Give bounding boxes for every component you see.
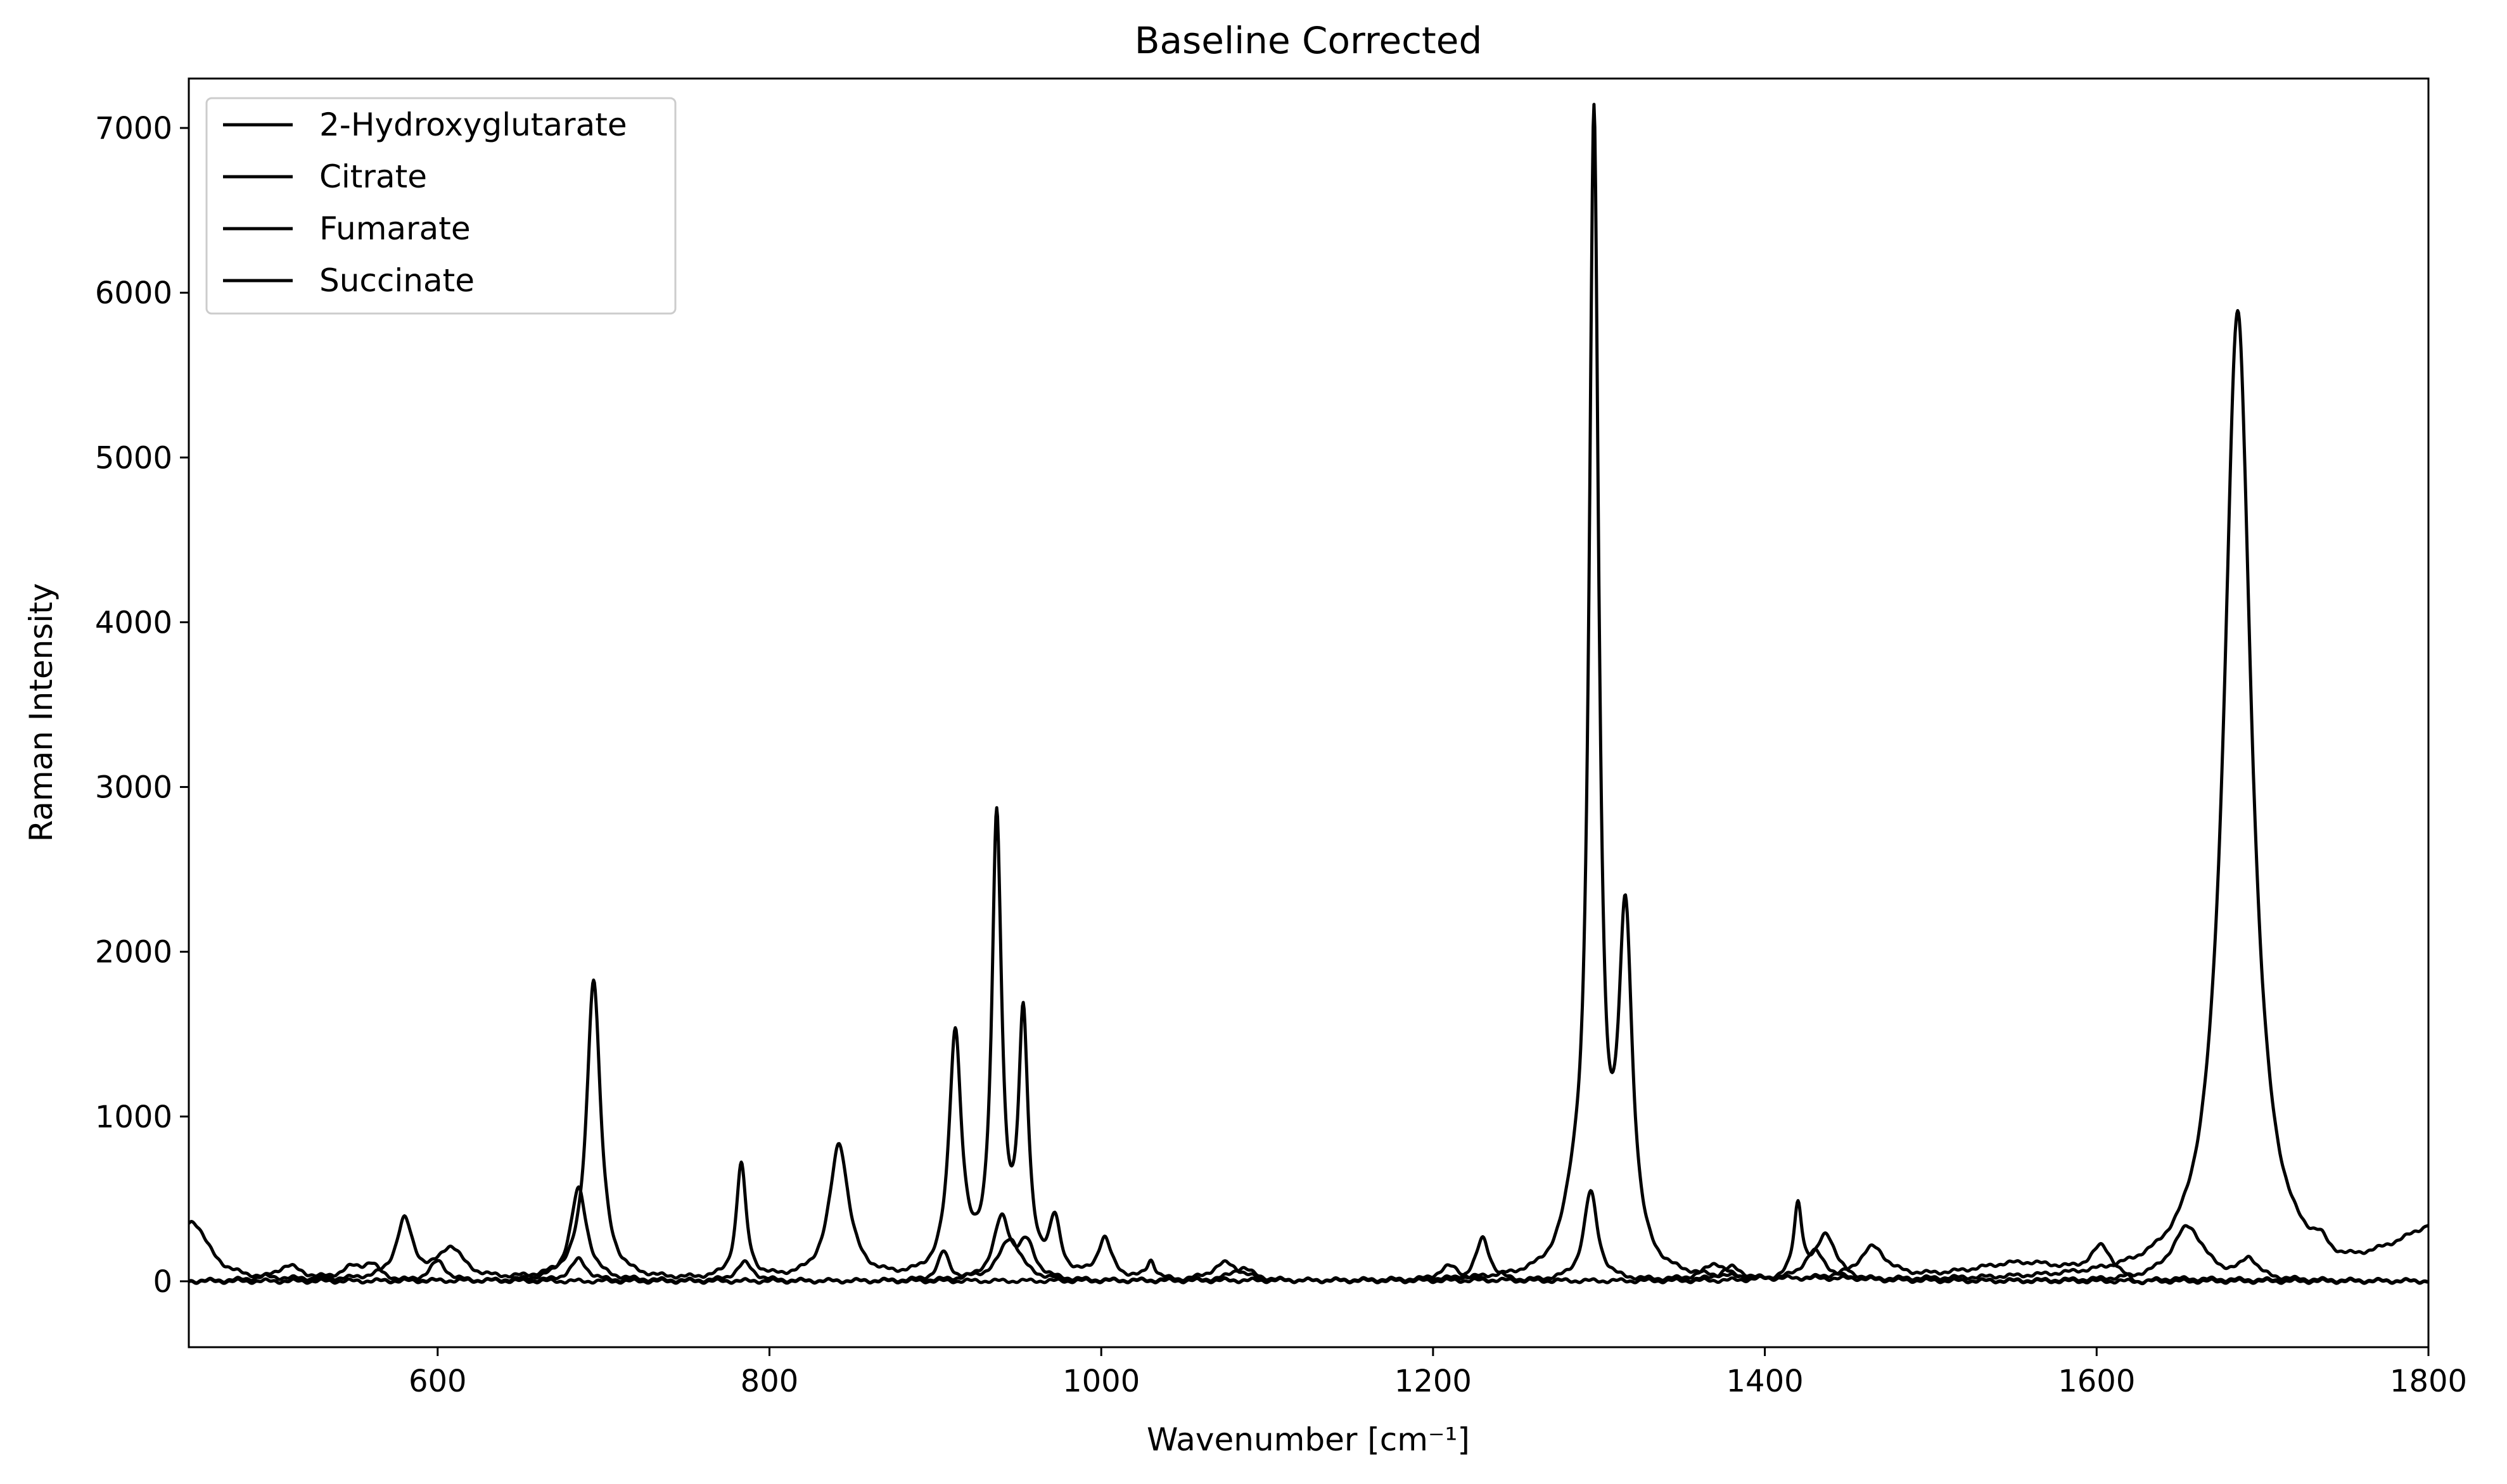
x-tick-label: 1000 bbox=[1062, 1364, 1140, 1399]
plot-frame bbox=[188, 77, 2430, 1348]
legend-label: 2-Hydroxyglutarate bbox=[319, 106, 627, 143]
x-tick-label: 1400 bbox=[1726, 1364, 1804, 1399]
x-tick-label: 1200 bbox=[1394, 1364, 1472, 1399]
y-axis-label: Raman Intensity bbox=[23, 583, 60, 842]
legend: 2-Hydroxyglutarate Citrate Fumarate Succina… bbox=[205, 97, 677, 315]
y-tick-label: 3000 bbox=[95, 770, 172, 806]
y-tick-label: 6000 bbox=[95, 276, 172, 311]
legend-label: Citrate bbox=[319, 158, 427, 195]
y-tick-label: 1000 bbox=[95, 1100, 172, 1135]
x-tick-label: 600 bbox=[409, 1364, 467, 1399]
legend-label: Succinate bbox=[319, 262, 475, 299]
series-line-4 bbox=[189, 1189, 2428, 1286]
legend-box bbox=[205, 97, 677, 315]
y-tick-label: 7000 bbox=[95, 111, 172, 146]
x-tick-label: 1800 bbox=[2390, 1364, 2467, 1399]
y-tick-label: 2000 bbox=[95, 935, 172, 970]
chart-title: Baseline Corrected bbox=[1135, 19, 1483, 62]
y-axis: 0 1000 2000 3000 4000 5000 6000 7000 bbox=[95, 111, 189, 1300]
y-tick-label: 5000 bbox=[95, 440, 172, 476]
series-layer bbox=[189, 103, 2428, 1286]
y-tick-label: 4000 bbox=[95, 605, 172, 640]
x-tick-label: 800 bbox=[741, 1364, 799, 1399]
y-tick-label: 0 bbox=[153, 1264, 172, 1300]
x-axis-label: Wavenumber [cm⁻¹] bbox=[1147, 1421, 1470, 1458]
x-tick-label: 1600 bbox=[2058, 1364, 2135, 1399]
series-line-1 bbox=[189, 806, 2428, 1285]
legend-label: Fumarate bbox=[319, 210, 471, 247]
x-axis: 600 800 1000 1200 1400 1600 1800 bbox=[409, 1347, 2467, 1399]
